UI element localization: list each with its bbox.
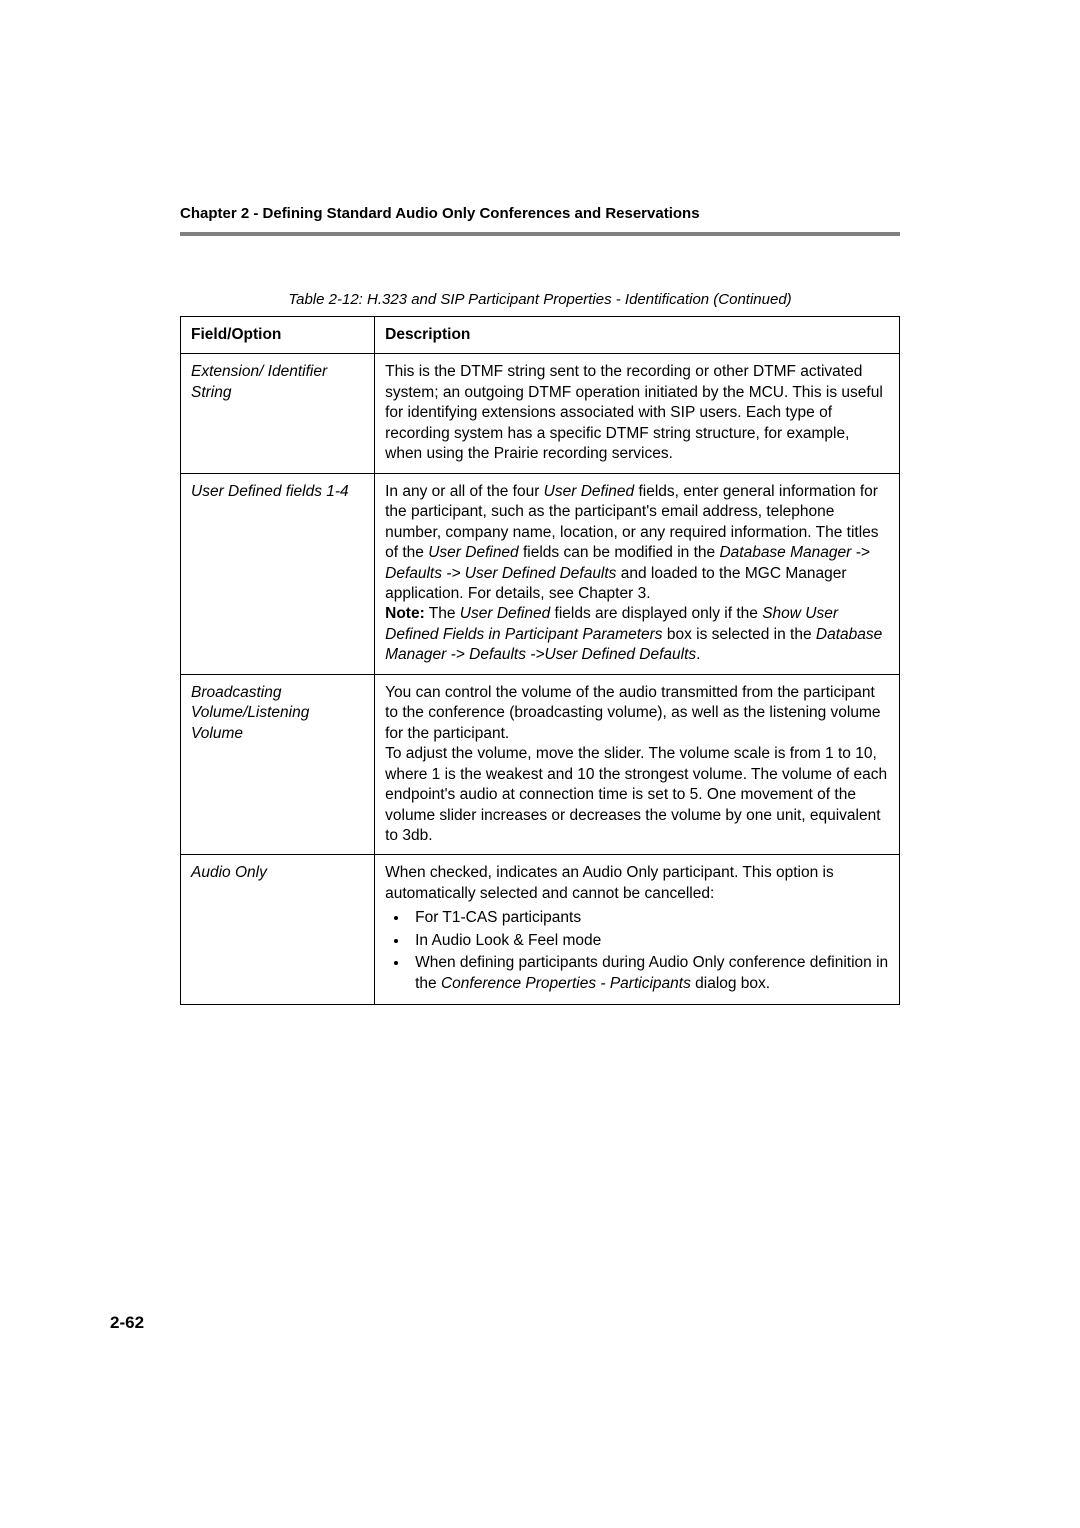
text: fields are displayed only if the [550,605,762,622]
text: dialog box. [691,975,770,992]
note-label: Note: [385,605,425,622]
desc-cell: This is the DTMF string sent to the reco… [375,354,900,473]
bullet-list: For T1-CAS participants In Audio Look & … [385,908,889,994]
page-number: 2-62 [110,1313,144,1333]
table-caption: Table 2-12: H.323 and SIP Participant Pr… [180,291,900,308]
chapter-header: Chapter 2 - Defining Standard Audio Only… [180,205,900,222]
desc-cell: In any or all of the four User Defined f… [375,473,900,674]
table-header-row: Field/Option Description [181,317,900,354]
text-italic: Conference Properties - Participants [441,975,691,992]
list-item: For T1-CAS participants [409,908,889,928]
field-cell: Extension/ Identifier String [181,354,375,473]
col-header-desc: Description [375,317,900,354]
header-rule [180,232,900,236]
text: In any or all of the four [385,483,544,500]
table-row: Broadcasting Volume/Listening Volume You… [181,674,900,855]
text: fields can be modified in the [519,544,720,561]
table-row: Extension/ Identifier String This is the… [181,354,900,473]
text-italic: User Defined [460,605,550,622]
text-italic: User Defined [544,483,634,500]
field-cell: User Defined fields 1-4 [181,473,375,674]
text: The [425,605,460,622]
list-item: In Audio Look & Feel mode [409,931,889,951]
table-row: User Defined fields 1-4 In any or all of… [181,473,900,674]
field-cell: Audio Only [181,855,375,1005]
desc-cell: You can control the volume of the audio … [375,674,900,855]
properties-table: Field/Option Description Extension/ Iden… [180,316,900,1005]
table-row: Audio Only When checked, indicates an Au… [181,855,900,1005]
text: When checked, indicates an Audio Only pa… [385,864,834,901]
col-header-field: Field/Option [181,317,375,354]
text: box is selected in the [663,626,816,643]
desc-cell: When checked, indicates an Audio Only pa… [375,855,900,1005]
text-italic: User Defined [428,544,518,561]
field-cell: Broadcasting Volume/Listening Volume [181,674,375,855]
text: . [696,646,700,663]
list-item: When defining participants during Audio … [409,953,889,994]
